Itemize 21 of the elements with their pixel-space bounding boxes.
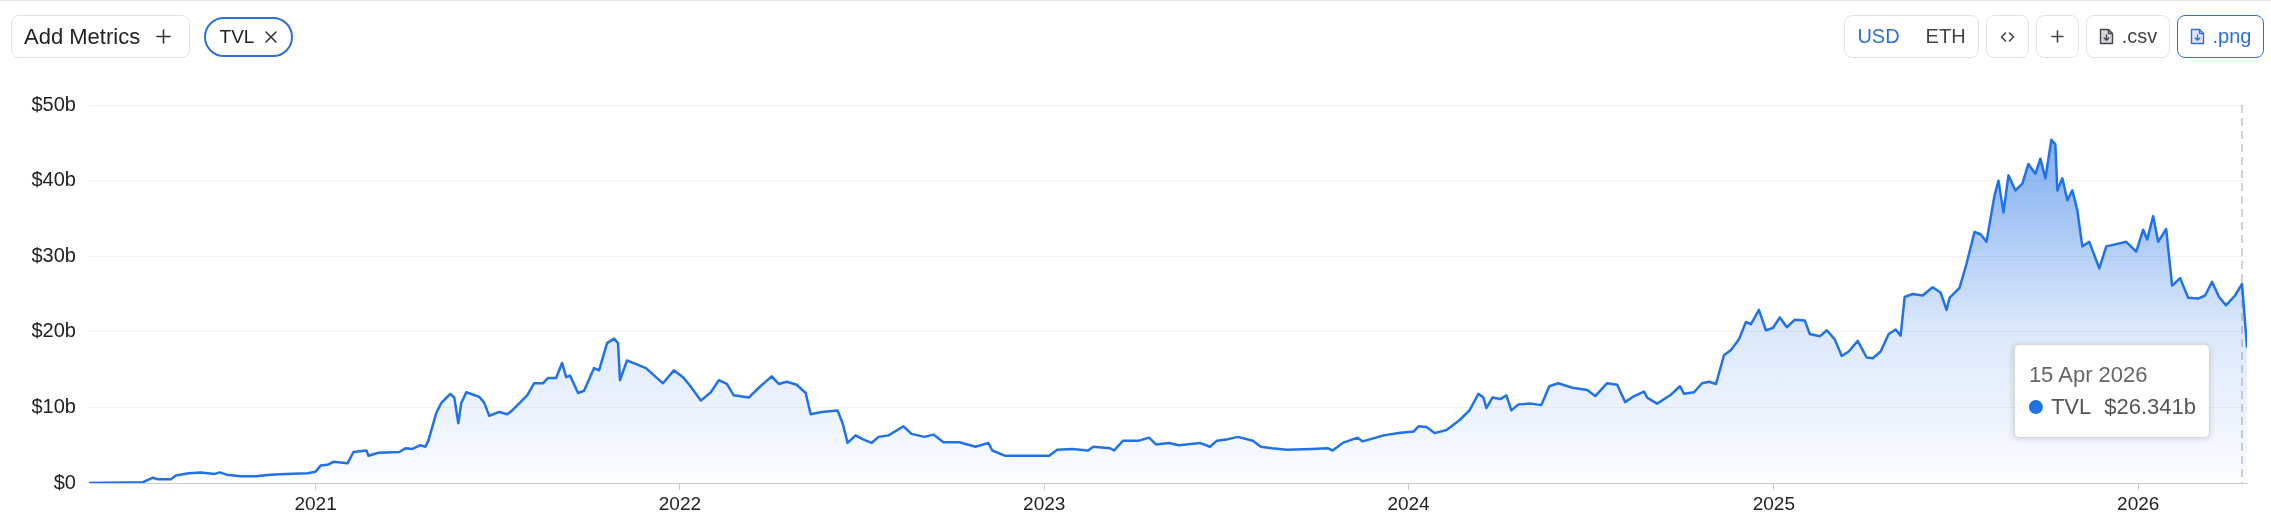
y-tick-label: $50b bbox=[31, 92, 76, 115]
y-tick-label: $20b bbox=[31, 319, 76, 342]
x-tick-label: 2021 bbox=[294, 492, 337, 514]
x-tick-label: 2025 bbox=[1752, 492, 1796, 514]
legend-label: TVL bbox=[2050, 394, 2092, 420]
y-tick-label: $10b bbox=[31, 394, 76, 417]
text: .csv bbox=[2121, 25, 2158, 48]
x-tick-label: 2026 bbox=[2117, 492, 2160, 514]
x-tick-label: 2023 bbox=[1023, 492, 1066, 514]
y-tick-label: $0 bbox=[53, 470, 76, 493]
text: USD bbox=[1857, 25, 1900, 48]
text: Add Metrics bbox=[24, 23, 141, 50]
text: ETH bbox=[1925, 25, 1966, 48]
y-tick-label: $30b bbox=[31, 243, 76, 266]
text: .png bbox=[2212, 25, 2252, 48]
x-tick-label: 2024 bbox=[1387, 492, 1431, 514]
x-tick-label: 2022 bbox=[658, 492, 702, 514]
annotation: $26.341b bbox=[2104, 394, 2196, 420]
annotation: 15 Apr 2026 bbox=[2028, 362, 2149, 388]
text: TVL bbox=[219, 26, 255, 47]
y-tick-label: $40b bbox=[31, 168, 76, 191]
